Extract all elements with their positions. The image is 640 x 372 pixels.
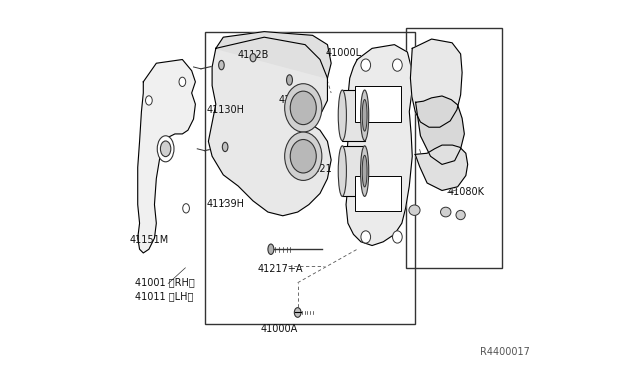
Ellipse shape — [360, 90, 369, 141]
Text: 41151M: 41151M — [129, 235, 168, 245]
Bar — [355, 86, 401, 122]
Text: 41000A: 41000A — [260, 324, 298, 334]
Ellipse shape — [392, 59, 402, 71]
Polygon shape — [138, 60, 195, 253]
Ellipse shape — [361, 231, 371, 243]
Ellipse shape — [440, 207, 451, 217]
Ellipse shape — [145, 96, 152, 105]
Bar — [342, 146, 365, 196]
Polygon shape — [209, 37, 331, 216]
Ellipse shape — [222, 142, 228, 152]
Ellipse shape — [361, 59, 371, 71]
Polygon shape — [346, 45, 412, 246]
Text: 41217+A: 41217+A — [257, 264, 303, 273]
Ellipse shape — [360, 146, 369, 196]
Text: 41011 〈LH〉: 41011 〈LH〉 — [135, 292, 193, 301]
Ellipse shape — [362, 99, 367, 131]
Text: 41000K: 41000K — [424, 158, 460, 168]
Ellipse shape — [268, 244, 274, 254]
Text: 41130H: 41130H — [207, 105, 245, 115]
Bar — [355, 176, 401, 211]
Ellipse shape — [161, 141, 171, 157]
Ellipse shape — [287, 75, 292, 85]
Text: 41000L: 41000L — [325, 48, 362, 58]
Polygon shape — [415, 145, 468, 190]
Ellipse shape — [392, 231, 402, 243]
Ellipse shape — [409, 205, 420, 215]
Ellipse shape — [179, 77, 186, 86]
Polygon shape — [410, 39, 462, 127]
Ellipse shape — [338, 90, 346, 141]
Ellipse shape — [183, 204, 189, 213]
Text: 41001 〈RH〉: 41001 〈RH〉 — [135, 277, 195, 287]
Ellipse shape — [362, 155, 367, 187]
Text: R4400017: R4400017 — [480, 347, 530, 356]
Ellipse shape — [294, 308, 301, 317]
Text: 41080K: 41080K — [447, 187, 484, 196]
Ellipse shape — [219, 61, 224, 70]
Ellipse shape — [285, 84, 322, 132]
Bar — [406, 28, 502, 268]
Text: 41217: 41217 — [278, 95, 309, 105]
Ellipse shape — [291, 91, 316, 125]
Polygon shape — [216, 32, 331, 78]
Ellipse shape — [285, 132, 322, 180]
Text: 41121: 41121 — [301, 164, 332, 173]
Text: 4112B: 4112B — [237, 50, 269, 60]
Ellipse shape — [250, 54, 256, 62]
Text: 41139H: 41139H — [207, 199, 245, 209]
Bar — [342, 90, 365, 141]
Ellipse shape — [291, 140, 316, 173]
Ellipse shape — [456, 211, 465, 219]
Bar — [205, 32, 415, 324]
Polygon shape — [415, 96, 465, 164]
Ellipse shape — [338, 146, 346, 196]
Ellipse shape — [157, 136, 174, 162]
